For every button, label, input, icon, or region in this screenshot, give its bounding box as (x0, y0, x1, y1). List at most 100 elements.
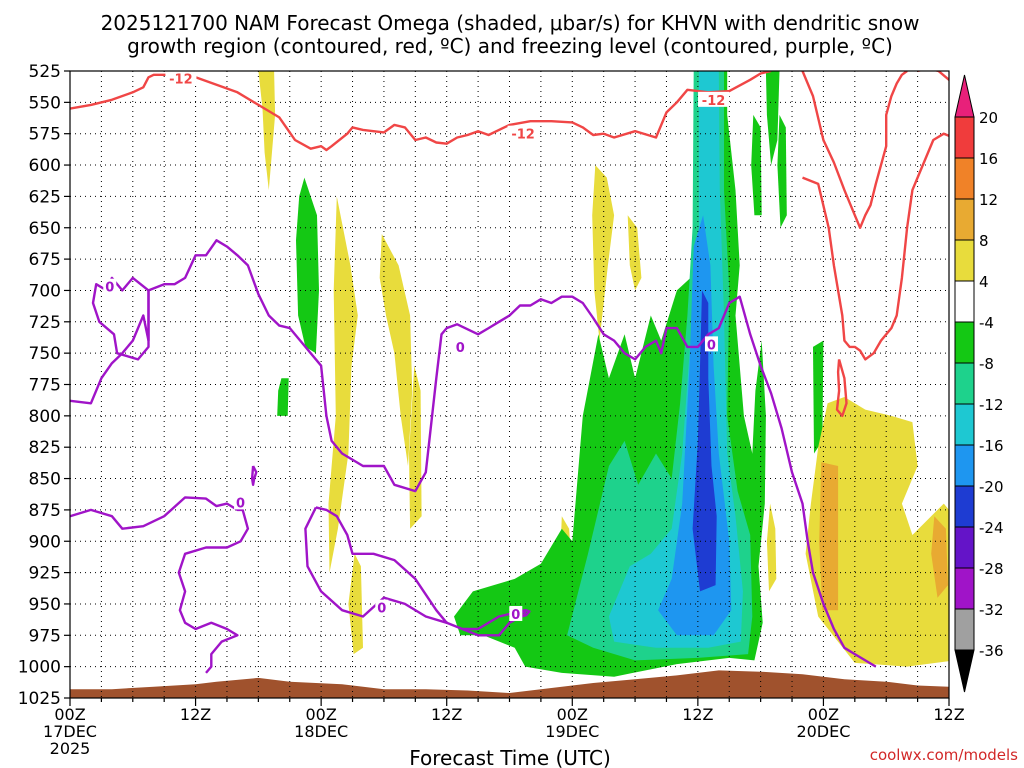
y-tick-label-575: 575 (29, 125, 61, 145)
colorbar-segment-12 (954, 608, 975, 651)
y-tick-label-725: 725 (29, 313, 61, 333)
colorbar: 20 16 12 8 4 -4 -8 -12 -16 -20 -24 -28 -32 -36 (954, 74, 1004, 693)
dgz-contour-label-bg-1 (507, 125, 539, 141)
freezing-contour-line-2 (70, 496, 250, 674)
x-tick-label-12-0: 12Z (180, 705, 211, 724)
chart-title-line1: 2025121700 NAM Forecast Omega (shaded, μ… (101, 11, 920, 35)
omega-region-1 (296, 177, 319, 354)
x-tick-label-48-0: 00Z (557, 705, 588, 724)
x-tick-label-84-0: 12Z (933, 705, 964, 724)
omega-region-21 (819, 462, 839, 611)
colorbar-bottom-triangle (954, 649, 975, 693)
y-tick-label-800: 800 (29, 407, 61, 427)
y-tick-label-1000: 1000 (18, 658, 61, 678)
omega-region-2 (277, 378, 289, 416)
freezing-contour-label-bg-1 (453, 338, 467, 354)
y-tick-label-600: 600 (29, 156, 61, 176)
omega-shading (258, 71, 949, 677)
y-tick-label-850: 850 (29, 470, 61, 490)
y-tick-label-775: 775 (29, 376, 61, 396)
y-tick-label-550: 550 (29, 93, 61, 113)
freezing-contour-label-3: 0 (236, 496, 245, 511)
x-tick-label-24-0: 00Z (305, 705, 336, 724)
freezing-contour-label-bg-0 (103, 278, 117, 294)
chart-title-line2: growth region (contoured, red, ºC) and f… (127, 34, 893, 58)
freezing-contour-line-1 (91, 276, 150, 361)
credit-text: coolwx.com/models (870, 746, 1018, 764)
omega-region-19 (805, 397, 949, 667)
omega-region-8 (627, 215, 642, 291)
x-axis-label: Forecast Time (UTC) (409, 746, 611, 768)
colorbar-segment-0 (954, 116, 975, 159)
y-axis: 525 550 575 600 625 650 675 700 725 750 775 800 825 8… (18, 62, 70, 709)
omega-region-4 (379, 234, 413, 466)
y-tick-label-950: 950 (29, 595, 61, 615)
omega-region-13 (777, 114, 787, 228)
omega-region-14 (813, 340, 824, 454)
contour-layer: -12 -12 -12 0 0 0 0 0 0 (70, 71, 949, 674)
x-tick-label-72-1: 20DEC (796, 722, 850, 741)
colorbar-label-3: 8 (979, 232, 989, 250)
dgz-contour-line-1 (801, 71, 908, 230)
colorbar-segment-11 (954, 567, 975, 610)
dgz-contour-line-0 (70, 71, 772, 152)
colorbar-segment-6 (954, 362, 975, 405)
x-tick-label-72-0: 00Z (808, 705, 839, 724)
dgz-contour-label-bg-0 (165, 71, 197, 86)
colorbar-segment-4 (954, 280, 975, 323)
dgz-contour-line-4 (835, 359, 848, 418)
omega-region-0 (258, 71, 276, 191)
x-tick-label-48-1: 19DEC (545, 722, 599, 741)
colorbar-label-7: -12 (979, 396, 1004, 414)
colorbar-segment-8 (954, 444, 975, 487)
y-tick-label-650: 650 (29, 219, 61, 239)
x-tick-label-0-0: 00Z (54, 705, 85, 724)
colorbar-label-12: -32 (979, 601, 1004, 619)
y-tick-label-925: 925 (29, 564, 61, 584)
colorbar-label-5: -4 (979, 314, 994, 332)
y-tick-label-825: 825 (29, 438, 61, 458)
y-tick-label-675: 675 (29, 250, 61, 270)
x-tick-label-60-0: 12Z (682, 705, 713, 724)
freezing-contour-label-bg-3 (234, 494, 248, 510)
freezing-contour-line-0 (70, 239, 877, 668)
omega-region-22 (931, 516, 948, 598)
omega-region-18 (692, 290, 717, 592)
colorbar-segment-3 (954, 239, 975, 282)
colorbar-segment-10 (954, 526, 975, 569)
colorbar-segment-9 (954, 485, 975, 528)
y-tick-label-975: 975 (29, 626, 61, 646)
y-tick-label-875: 875 (29, 501, 61, 521)
freezing-contour-label-0: 0 (105, 281, 114, 296)
y-tick-label-525: 525 (29, 62, 61, 82)
freezing-contour-label-bg-4 (375, 599, 389, 615)
freezing-contour-label-bg-5 (509, 605, 523, 621)
y-tick-label-625: 625 (29, 187, 61, 207)
freezing-contour-label-bg-2 (704, 336, 718, 352)
y-tick-label-1025: 1025 (18, 689, 61, 709)
colorbar-segment-7 (954, 403, 975, 446)
dgz-contour-label-1: -12 (511, 128, 535, 143)
freezing-contour-label-5: 0 (511, 608, 520, 623)
dgz-contour-label-0: -12 (169, 73, 193, 88)
colorbar-label-0: 20 (979, 109, 998, 127)
x-tick-label-0-2: 2025 (50, 739, 91, 758)
freezing-contour-label-1: 0 (456, 341, 465, 356)
colorbar-label-1: 16 (979, 150, 998, 168)
dgz-contour-label-2: -12 (702, 94, 726, 109)
colorbar-label-6: -8 (979, 355, 994, 373)
dgz-contour-label-bg-2 (698, 91, 730, 107)
freezing-contour-label-4: 0 (377, 602, 386, 617)
x-tick-label-24-1: 18DEC (294, 722, 348, 741)
colorbar-label-4: 4 (979, 273, 989, 291)
omega-region-11 (765, 71, 780, 166)
colorbar-segment-5 (954, 321, 975, 364)
colorbar-label-13: -36 (979, 642, 1004, 660)
colorbar-label-8: -16 (979, 437, 1004, 455)
freezing-contour-line-4 (250, 465, 258, 486)
colorbar-label-9: -20 (979, 478, 1004, 496)
dgz-contour-line-3 (802, 132, 949, 361)
colorbar-segment-2 (954, 198, 975, 241)
